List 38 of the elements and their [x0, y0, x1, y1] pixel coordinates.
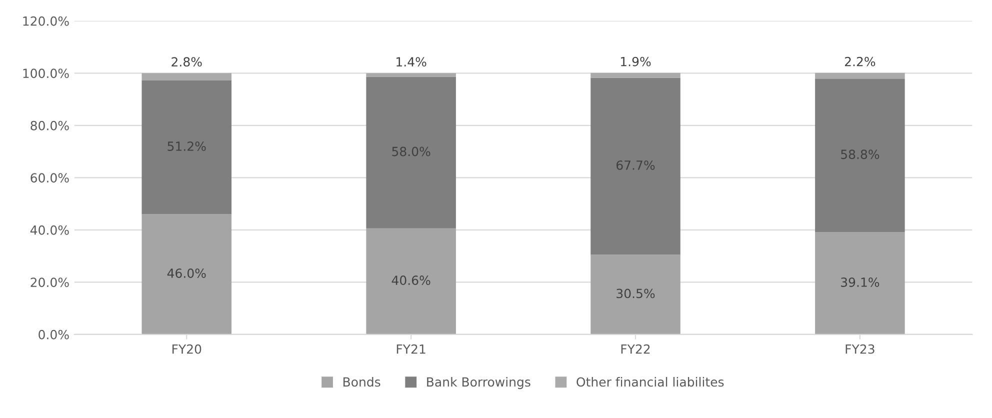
bar [366, 73, 456, 77]
data-label: 2.8% [172, 57, 202, 67]
data-label: 40.6% [392, 276, 430, 285]
x-tick-label: FY20 [172, 344, 202, 354]
legend-label: Bonds [343, 377, 380, 387]
y-tick-label: 60.0% [30, 173, 69, 183]
bar [590, 78, 680, 255]
bar [142, 214, 232, 334]
bar [142, 73, 232, 80]
y-tick-label: 40.0% [30, 225, 69, 235]
x-tick-label: FY22 [621, 344, 650, 354]
data-label: 30.5% [616, 288, 655, 298]
y-tick-label: 20.0% [30, 278, 69, 288]
data-label: 58.0% [392, 146, 430, 156]
data-label: 58.8% [841, 150, 880, 160]
bar [815, 232, 905, 334]
data-label: 51.2% [168, 142, 206, 151]
data-label: 2.2% [844, 56, 876, 66]
legend-label: Other financial liabilites [576, 377, 724, 387]
data-label: 46.0% [167, 268, 206, 278]
y-tick-label: 100.0% [23, 68, 69, 78]
bar [590, 72, 680, 78]
bar [815, 72, 905, 79]
bar [366, 228, 456, 334]
bar [366, 76, 456, 228]
bar [815, 78, 905, 232]
bar [142, 80, 232, 214]
y-tick-label: 120.0% [23, 16, 69, 26]
data-label: 39.1% [841, 277, 880, 287]
legend-label: Bank Borrowings [427, 377, 530, 390]
x-tick-label: FY23 [846, 344, 874, 354]
data-label: 67.7% [616, 160, 655, 170]
y-tick-label: 0.0% [38, 330, 69, 340]
y-tick-label: 80.0% [30, 120, 69, 130]
x-tick-label: FY21 [396, 344, 426, 354]
bar [590, 254, 680, 334]
data-label: 1.9% [620, 56, 651, 66]
data-label: 1.4% [396, 57, 426, 67]
